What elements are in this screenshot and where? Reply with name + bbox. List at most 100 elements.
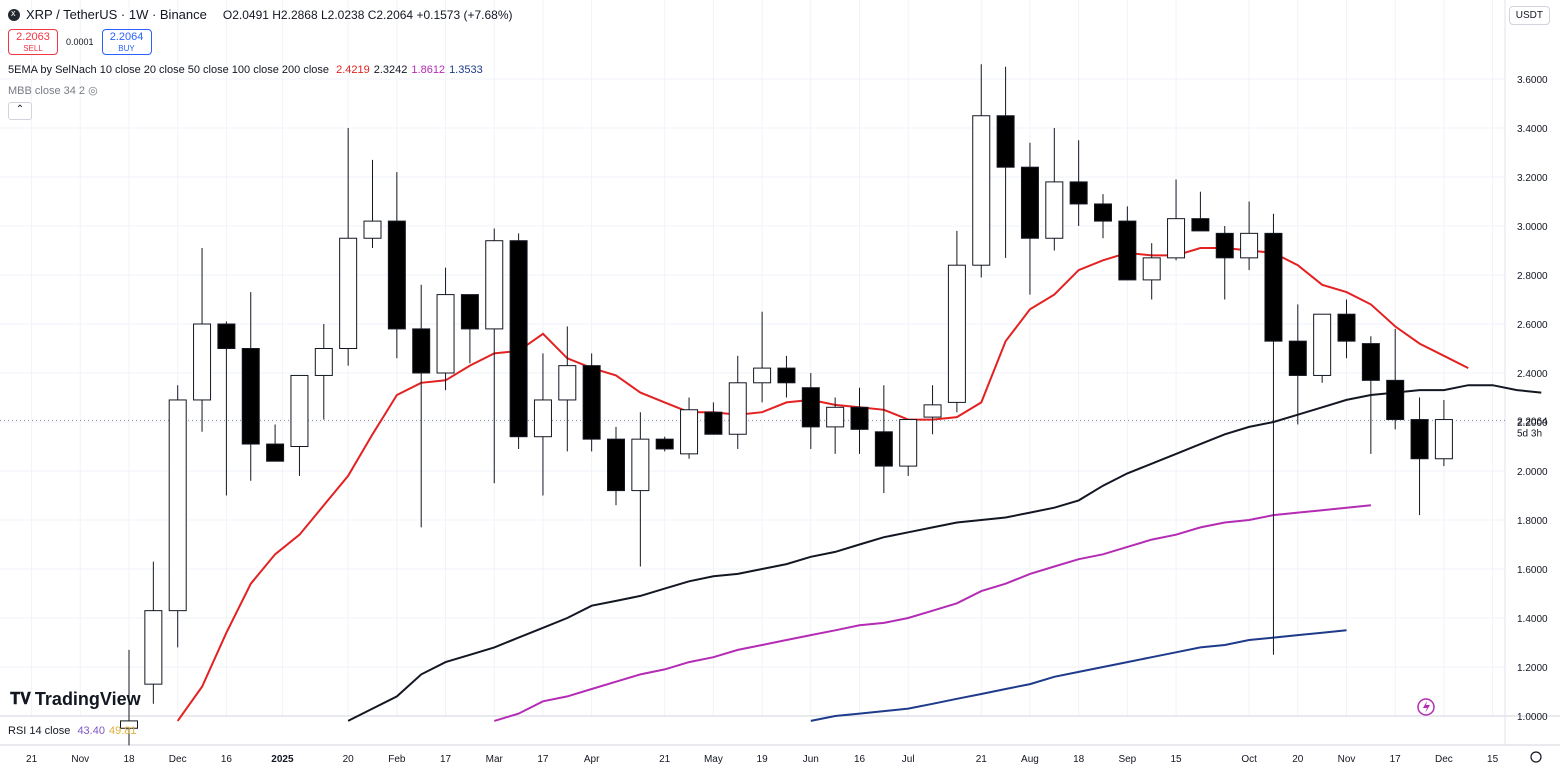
candle-body xyxy=(923,404,942,418)
candle[interactable] xyxy=(631,412,650,567)
collapse-legend-button[interactable]: ⌃ xyxy=(8,102,32,120)
candle[interactable] xyxy=(241,292,260,481)
candle[interactable] xyxy=(1191,191,1210,232)
candle[interactable] xyxy=(777,355,796,398)
candle-body xyxy=(1361,343,1380,381)
x-tick-label: 15 xyxy=(1487,754,1499,765)
candle-body xyxy=(460,294,479,330)
candle-body xyxy=(1191,218,1210,232)
candle[interactable] xyxy=(1045,128,1064,251)
candle[interactable] xyxy=(290,374,309,476)
candle[interactable] xyxy=(1167,179,1186,261)
buy-label: BUY xyxy=(118,44,135,53)
candle[interactable] xyxy=(850,387,869,454)
candle[interactable] xyxy=(1386,328,1405,430)
candle[interactable] xyxy=(704,402,723,435)
high-value: H2.2868 xyxy=(272,7,318,22)
candle[interactable] xyxy=(947,230,966,413)
y-tick-label: 2.2000 xyxy=(1517,418,1548,429)
candle-body xyxy=(120,720,138,729)
x-tick-label: 18 xyxy=(123,754,135,765)
candle[interactable] xyxy=(655,436,674,452)
lightning-icon[interactable] xyxy=(1417,698,1435,716)
candle[interactable] xyxy=(1240,201,1259,271)
candle[interactable] xyxy=(168,385,187,648)
candle[interactable] xyxy=(1434,399,1453,467)
candle-body xyxy=(290,374,309,448)
candle[interactable] xyxy=(753,311,772,403)
x-tick-label: Jun xyxy=(803,754,819,765)
x-tick-label: May xyxy=(704,754,723,765)
candle[interactable] xyxy=(1215,226,1234,300)
candle[interactable] xyxy=(120,649,138,746)
candle[interactable] xyxy=(412,284,431,528)
candle[interactable] xyxy=(266,424,285,462)
y-tick-label: 3.6000 xyxy=(1517,75,1548,86)
candle-body xyxy=(1337,313,1356,342)
x-tick-label: Nov xyxy=(1338,754,1356,765)
rsi-value-1: 49.81 xyxy=(108,725,137,737)
candle[interactable] xyxy=(533,353,552,496)
candle-body xyxy=(144,610,163,685)
candle[interactable] xyxy=(607,426,625,506)
candle-body xyxy=(1386,379,1405,421)
rsi-indicator-legend[interactable]: RSI 14 close 43.40 49.81 xyxy=(8,725,137,737)
candle[interactable] xyxy=(363,159,382,249)
candle[interactable] xyxy=(923,385,942,435)
x-tick-label: Sep xyxy=(1118,754,1136,765)
mbb-indicator-legend[interactable]: MBB close 34 2 ◎ xyxy=(8,84,98,97)
candle[interactable] xyxy=(144,561,163,704)
candle[interactable] xyxy=(460,294,479,364)
candle[interactable] xyxy=(728,355,747,449)
currency-button[interactable]: USDT xyxy=(1508,6,1550,25)
candle[interactable] xyxy=(1094,194,1112,239)
candle-body xyxy=(996,115,1015,168)
candle[interactable] xyxy=(996,66,1015,258)
candle[interactable] xyxy=(1361,336,1380,454)
candle[interactable] xyxy=(1288,304,1307,425)
candle[interactable] xyxy=(801,373,820,449)
candle[interactable] xyxy=(558,326,577,452)
y-tick-label: 1.6000 xyxy=(1517,565,1548,576)
candle-body xyxy=(485,240,504,330)
ema-line-ema-100 xyxy=(494,504,1371,722)
candle[interactable] xyxy=(1264,213,1283,655)
x-tick-label: 19 xyxy=(757,754,769,765)
sell-button[interactable]: 2.2063 SELL xyxy=(8,29,58,55)
candle[interactable] xyxy=(826,397,845,454)
candle[interactable] xyxy=(680,397,699,459)
candle[interactable] xyxy=(314,324,333,420)
candle[interactable] xyxy=(436,267,455,391)
candle-body xyxy=(1020,166,1039,239)
candle-body xyxy=(1313,313,1332,376)
x-tick-label: 18 xyxy=(1073,754,1085,765)
candle[interactable] xyxy=(509,233,528,449)
candle-body xyxy=(777,367,796,384)
candle[interactable] xyxy=(1337,299,1356,359)
candle[interactable] xyxy=(1020,142,1039,295)
candle[interactable] xyxy=(1410,397,1429,516)
settings-gear-icon[interactable] xyxy=(1530,751,1542,763)
candle[interactable] xyxy=(1142,243,1161,300)
candle[interactable] xyxy=(1313,313,1332,383)
candle[interactable] xyxy=(193,248,212,432)
candle[interactable] xyxy=(899,419,918,476)
candle[interactable] xyxy=(485,228,504,484)
candle-body xyxy=(241,348,260,445)
candle[interactable] xyxy=(1118,206,1137,281)
candle[interactable] xyxy=(874,385,893,494)
symbol-title[interactable]: XRP / TetherUS · 1W · Binance xyxy=(26,7,207,22)
eye-hidden-icon[interactable]: ◎ xyxy=(88,85,98,97)
ema-indicator-legend[interactable]: 5EMA by SelNach 10 close 20 close 50 clo… xyxy=(8,64,483,76)
sell-label: SELL xyxy=(23,44,43,53)
candle[interactable] xyxy=(217,321,236,496)
candle[interactable] xyxy=(1069,140,1088,226)
lightning-bolt-icon xyxy=(1423,701,1430,713)
candle-body xyxy=(704,411,723,435)
candle[interactable] xyxy=(972,64,991,278)
candle[interactable] xyxy=(339,128,358,366)
buy-button[interactable]: 2.2064 BUY xyxy=(101,29,152,55)
candle[interactable] xyxy=(582,353,601,452)
candle[interactable] xyxy=(387,172,406,359)
